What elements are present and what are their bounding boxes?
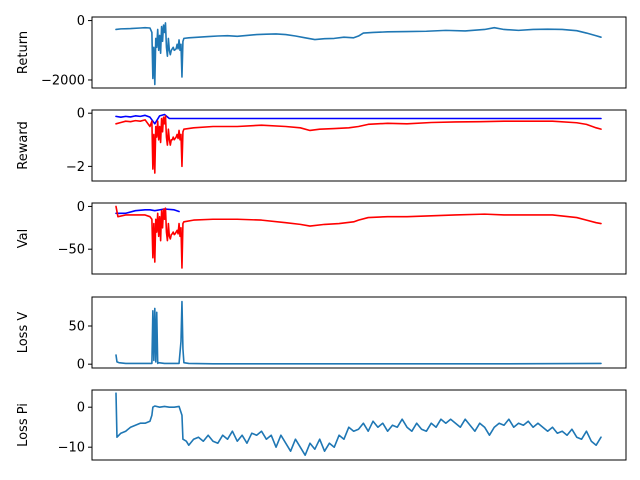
axes-frame xyxy=(91,202,627,275)
axes-frame xyxy=(91,16,627,89)
y-tick-label: 0 xyxy=(77,14,85,29)
y-axis-label: Loss Pi xyxy=(16,403,31,447)
series-line-3-2 xyxy=(115,205,602,269)
subplot-2: 0 −2 Reward xyxy=(16,107,627,182)
axes-frame xyxy=(91,389,627,461)
y-axis-label: Return xyxy=(16,31,31,74)
series-line-1-1 xyxy=(115,22,602,86)
y-axis-label: Loss V xyxy=(16,312,31,354)
axes-frame xyxy=(91,109,627,182)
subplot-4: 50 0 Loss V xyxy=(16,296,627,373)
subplot-5: 0 −10 Loss Pi xyxy=(16,389,627,461)
y-axis-label: Reward xyxy=(16,121,31,169)
y-tick-label: 0 xyxy=(77,401,85,416)
y-axis-label: Val xyxy=(16,229,31,248)
axes-frame xyxy=(91,296,627,369)
y-tick-label: −2 xyxy=(66,160,85,175)
series-line-5-1 xyxy=(115,392,602,456)
y-tick-label: −50 xyxy=(58,243,85,258)
series-line-4-1 xyxy=(115,300,602,365)
series-line-2-2 xyxy=(115,115,602,174)
series-line-2-1 xyxy=(115,113,602,125)
y-tick-label: 0 xyxy=(77,358,85,373)
subplot-1: 0 −2000 Return xyxy=(16,14,627,89)
subplot-3: 0 −50 Val xyxy=(16,200,627,275)
y-tick-label: 0 xyxy=(77,200,85,215)
y-tick-label: −10 xyxy=(58,441,85,456)
y-tick-label: −2000 xyxy=(41,73,85,88)
y-tick-label: 50 xyxy=(68,320,85,335)
series-line-3-1 xyxy=(115,208,180,215)
y-tick-label: 0 xyxy=(77,107,85,122)
